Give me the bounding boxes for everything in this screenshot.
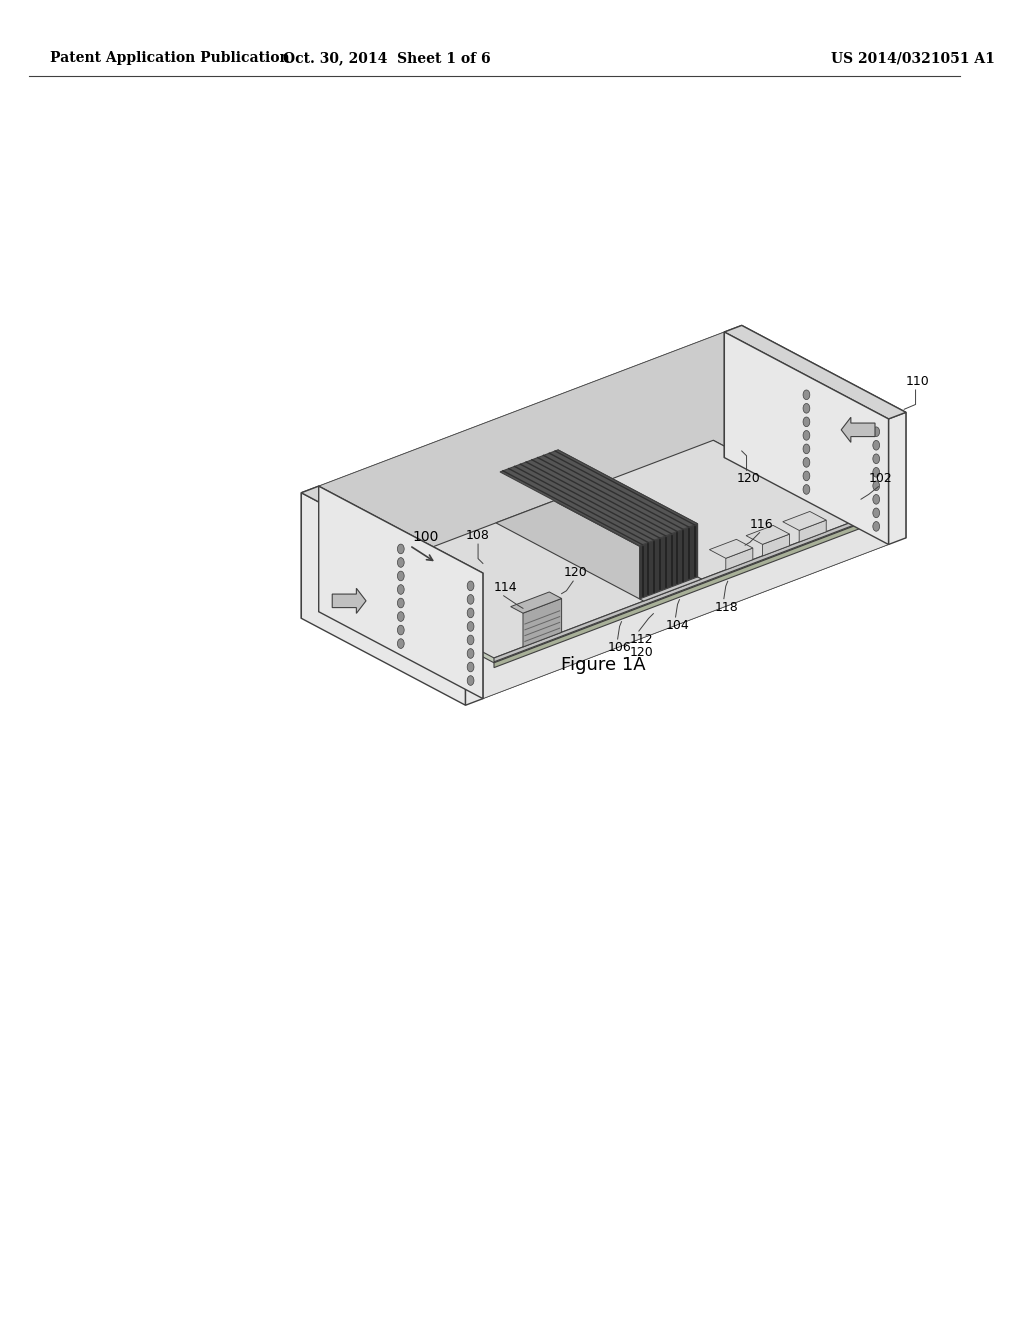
Polygon shape	[746, 525, 790, 544]
Polygon shape	[318, 333, 724, 611]
Ellipse shape	[467, 648, 474, 659]
Polygon shape	[496, 500, 701, 601]
Polygon shape	[466, 573, 483, 705]
Ellipse shape	[397, 572, 404, 581]
Polygon shape	[483, 418, 889, 698]
Text: Figure 1A: Figure 1A	[561, 656, 646, 675]
Ellipse shape	[803, 444, 810, 454]
Polygon shape	[724, 326, 906, 418]
Ellipse shape	[803, 484, 810, 494]
Text: 112: 112	[629, 634, 653, 645]
Polygon shape	[500, 450, 697, 545]
Polygon shape	[511, 591, 561, 614]
Text: 106: 106	[608, 642, 632, 653]
Ellipse shape	[872, 426, 880, 437]
Polygon shape	[714, 445, 861, 528]
Polygon shape	[714, 441, 861, 523]
Ellipse shape	[803, 417, 810, 426]
Polygon shape	[318, 333, 889, 573]
Polygon shape	[318, 486, 483, 698]
Ellipse shape	[872, 508, 880, 517]
Ellipse shape	[467, 635, 474, 644]
Text: 102: 102	[868, 471, 893, 484]
Ellipse shape	[467, 609, 474, 618]
Polygon shape	[346, 441, 861, 657]
Ellipse shape	[467, 676, 474, 685]
Text: Patent Application Publication: Patent Application Publication	[50, 51, 290, 65]
Polygon shape	[318, 333, 889, 573]
Polygon shape	[301, 492, 466, 705]
Text: 120: 120	[563, 566, 588, 579]
Ellipse shape	[397, 557, 404, 568]
Polygon shape	[318, 458, 889, 698]
Text: Oct. 30, 2014  Sheet 1 of 6: Oct. 30, 2014 Sheet 1 of 6	[283, 51, 490, 65]
Polygon shape	[710, 540, 753, 558]
Ellipse shape	[872, 521, 880, 531]
Ellipse shape	[467, 663, 474, 672]
Ellipse shape	[803, 458, 810, 467]
Polygon shape	[494, 523, 861, 668]
Ellipse shape	[872, 441, 880, 450]
Ellipse shape	[467, 622, 474, 631]
Text: 114: 114	[494, 581, 517, 594]
Text: 110: 110	[906, 375, 930, 388]
Text: 120: 120	[629, 645, 653, 659]
Ellipse shape	[872, 454, 880, 463]
Ellipse shape	[803, 389, 810, 400]
Polygon shape	[301, 486, 483, 579]
Text: US 2014/0321051 A1: US 2014/0321051 A1	[830, 51, 994, 65]
Ellipse shape	[803, 404, 810, 413]
Polygon shape	[558, 450, 697, 577]
Polygon shape	[782, 511, 826, 531]
Text: 108: 108	[466, 529, 489, 543]
Polygon shape	[318, 458, 889, 698]
Polygon shape	[332, 589, 366, 614]
Ellipse shape	[397, 611, 404, 622]
Polygon shape	[724, 333, 889, 544]
Text: 118: 118	[714, 601, 738, 614]
Ellipse shape	[872, 495, 880, 504]
Polygon shape	[318, 333, 724, 611]
Ellipse shape	[397, 639, 404, 648]
Polygon shape	[741, 326, 906, 537]
Polygon shape	[494, 519, 861, 661]
Polygon shape	[763, 535, 790, 556]
Polygon shape	[523, 598, 561, 647]
Ellipse shape	[872, 480, 880, 491]
Text: 104: 104	[666, 619, 689, 632]
Polygon shape	[889, 412, 906, 544]
Polygon shape	[841, 417, 874, 442]
Polygon shape	[726, 548, 753, 570]
Text: 100: 100	[413, 529, 438, 544]
Polygon shape	[346, 445, 861, 663]
Text: 116: 116	[750, 517, 773, 531]
Polygon shape	[724, 333, 889, 544]
Ellipse shape	[397, 585, 404, 594]
Polygon shape	[318, 333, 889, 573]
Polygon shape	[724, 326, 741, 458]
Ellipse shape	[803, 471, 810, 480]
Polygon shape	[301, 486, 318, 618]
Polygon shape	[799, 520, 826, 543]
Polygon shape	[318, 486, 483, 698]
Text: 120: 120	[737, 473, 761, 486]
Ellipse shape	[872, 467, 880, 477]
Ellipse shape	[397, 598, 404, 607]
Ellipse shape	[397, 626, 404, 635]
Ellipse shape	[397, 544, 404, 554]
Ellipse shape	[467, 594, 474, 605]
Polygon shape	[640, 524, 697, 599]
Ellipse shape	[803, 430, 810, 440]
Ellipse shape	[467, 581, 474, 591]
